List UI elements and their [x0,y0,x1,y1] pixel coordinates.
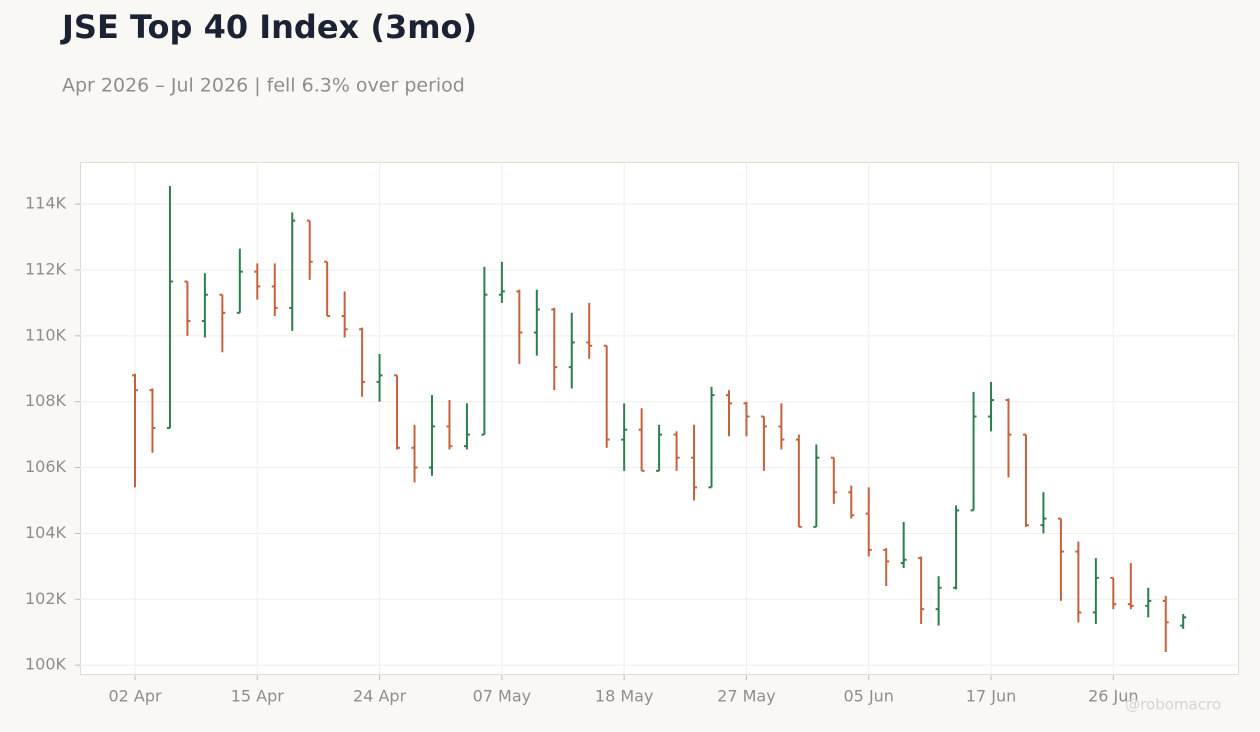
x-tick-label: 05 Jun [844,687,894,706]
y-tick-label: 104K [25,523,67,542]
y-tick-label: 108K [25,391,67,410]
x-tick-label: 15 Apr [231,687,285,706]
x-tick-label: 18 May [595,687,654,706]
x-tick-label: 07 May [473,687,532,706]
x-tick-label: 26 Jun [1088,687,1138,706]
x-tick-label: 02 Apr [108,687,162,706]
y-tick-label: 112K [25,260,67,279]
y-tick-label: 102K [25,589,67,608]
x-tick-label: 24 Apr [353,687,407,706]
chart-subtitle: Apr 2026 – Jul 2026 | fell 6.3% over per… [62,75,465,97]
y-tick-label: 106K [25,457,67,476]
watermark: @robomacro [1125,696,1221,714]
y-tick-label: 100K [25,655,67,674]
plot-area [80,162,1239,675]
x-tick-label: 17 Jun [966,687,1016,706]
chart-title: JSE Top 40 Index (3mo) [60,8,477,46]
x-tick-label: 27 May [717,687,776,706]
y-tick-label: 114K [25,194,67,213]
y-tick-label: 110K [25,325,67,344]
